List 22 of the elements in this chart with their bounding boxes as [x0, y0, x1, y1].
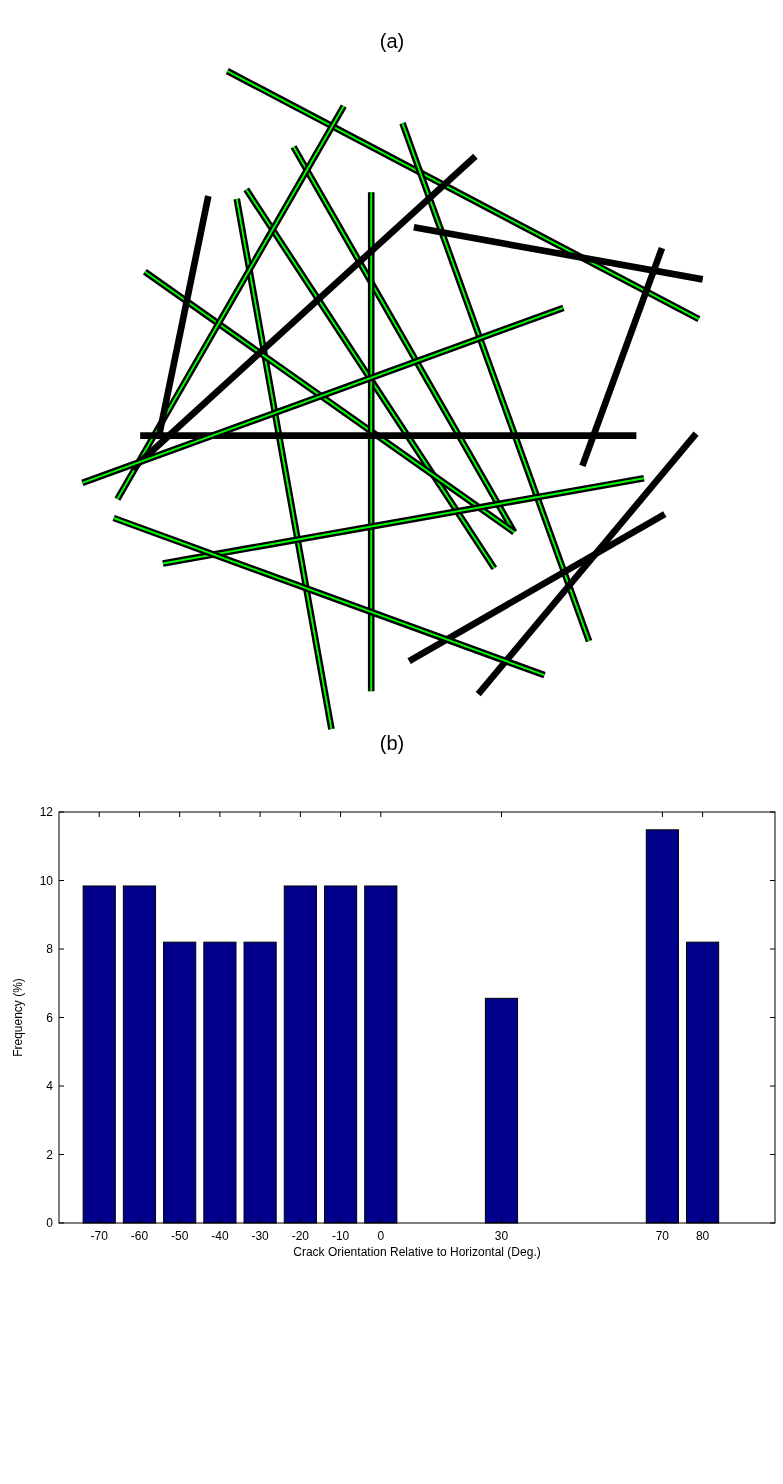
y-tick-label: 10: [39, 873, 54, 888]
x-tick-label: 70: [655, 1229, 670, 1243]
y-tick-label: 4: [46, 1079, 54, 1093]
y-axis-title: Frequency (%): [11, 978, 25, 1057]
x-tick-label: 80: [695, 1229, 710, 1243]
y-tick-label: 2: [46, 1147, 54, 1162]
x-tick-label: -60: [130, 1229, 149, 1243]
x-tick-label: -70: [90, 1229, 109, 1243]
x-tick-label: -40: [211, 1229, 229, 1243]
x-tick-label: 30: [494, 1229, 509, 1243]
x-tick-label: -50: [171, 1229, 189, 1243]
x-tick-label: -30: [251, 1229, 270, 1243]
y-tick-label: 6: [46, 1010, 54, 1025]
x-axis-title: Crack Orientation Relative to Horizontal (Deg.): [293, 1245, 541, 1259]
y-tick-label: 8: [46, 942, 54, 956]
y-tick-label: 12: [39, 805, 54, 819]
x-tick-label: -20: [291, 1229, 310, 1243]
chart-title: (b): [379, 732, 405, 754]
x-tick-label: -10: [331, 1229, 350, 1243]
x-tick-label: 0: [377, 1229, 385, 1243]
y-tick-label: 0: [46, 1216, 54, 1230]
text: (a): [379, 30, 405, 52]
